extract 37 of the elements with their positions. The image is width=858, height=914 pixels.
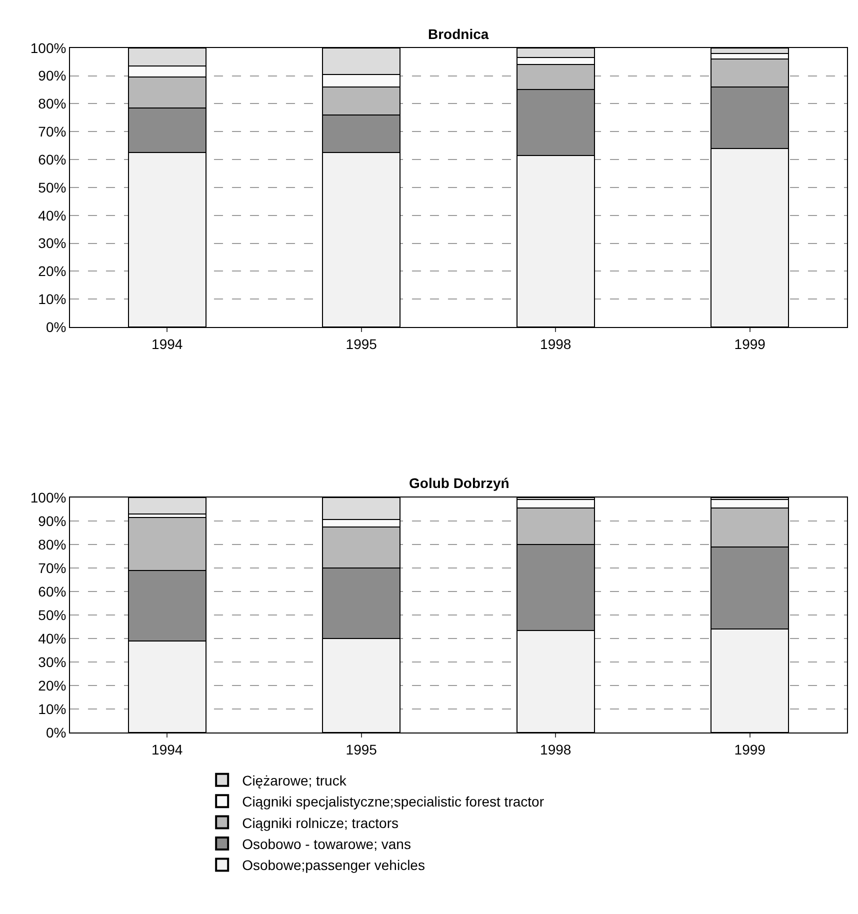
x-tick-label: 1994 <box>152 336 183 352</box>
y-tick-label: 60% <box>38 151 66 168</box>
x-tick-label: 1995 <box>346 336 378 352</box>
y-tick-label: 10% <box>38 701 66 718</box>
chart-title: Brodnica <box>428 26 489 42</box>
y-tick-label: 90% <box>38 512 66 529</box>
y-tick-label: 80% <box>38 96 66 112</box>
y-tick-label: 30% <box>38 235 66 252</box>
y-tick-label: 0% <box>46 318 66 335</box>
y-tick-label: 40% <box>38 207 66 224</box>
y-tick-label: 100% <box>30 489 66 506</box>
y-tick-label: 20% <box>38 263 66 280</box>
legend-label: Osobowo - towarowe; vans <box>242 836 411 852</box>
y-tick-label: 0% <box>46 724 66 741</box>
legend-label: Osobowe;passenger vehicles <box>242 857 425 874</box>
x-tick-label: 1998 <box>540 741 572 758</box>
y-tick-label: 80% <box>38 536 66 552</box>
y-tick-label: 50% <box>38 606 66 623</box>
x-tick-label: 1999 <box>734 741 766 758</box>
y-tick-label: 20% <box>38 678 66 694</box>
legend-label: Ciągniki specjalistyczne;specialistic forest tractor <box>242 794 544 810</box>
y-tick-label: 70% <box>38 560 66 576</box>
y-tick-label: 100% <box>30 40 66 56</box>
y-tick-label: 90% <box>38 68 66 84</box>
y-tick-label: 70% <box>38 124 66 140</box>
legend-label: Ciężarowe; truck <box>242 772 348 788</box>
y-tick-label: 10% <box>38 291 66 308</box>
x-tick-label: 1998 <box>540 336 572 352</box>
chart-title: Golub Dobrzyń <box>409 475 510 491</box>
y-tick-label: 50% <box>38 179 66 196</box>
x-tick-label: 1995 <box>346 741 378 758</box>
y-tick-label: 30% <box>38 654 66 670</box>
y-tick-label: 40% <box>38 630 66 646</box>
x-tick-label: 1999 <box>734 336 766 352</box>
legend-label: Ciągniki rolnicze; tractors <box>242 814 398 831</box>
y-tick-label: 60% <box>38 583 66 600</box>
x-tick-label: 1994 <box>152 741 183 758</box>
